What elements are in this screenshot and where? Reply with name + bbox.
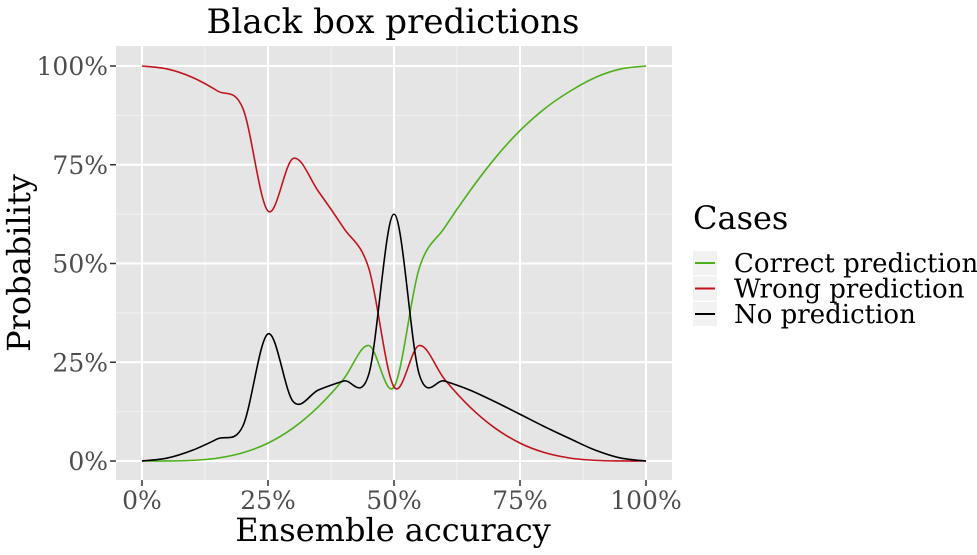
series-lines (141, 65, 647, 462)
legend-label: Wrong prediction (734, 275, 965, 305)
y-axis-title: Probability (0, 174, 38, 352)
x-tick-label: 25% (240, 486, 296, 515)
y-tick-labels: 0% 25% 50% 75% 100% (37, 52, 108, 476)
legend-label: Correct prediction (734, 249, 977, 279)
x-tick-label: 100% (610, 486, 681, 515)
legend-title: Cases (693, 199, 788, 237)
x-tick-labels: 0% 25% 50% 75% 100% (122, 486, 682, 515)
axis-ticks (110, 65, 647, 486)
series-line-wrong-prediction (141, 65, 647, 462)
y-tick-label: 100% (37, 52, 108, 81)
y-tick-label: 50% (52, 250, 108, 279)
series-line-correct-prediction (141, 65, 647, 462)
x-axis-title: Ensemble accuracy (235, 511, 550, 549)
x-tick-label: 75% (492, 486, 548, 515)
y-tick-label: 75% (52, 151, 108, 180)
series-line-no-prediction (141, 213, 647, 462)
legend-label: No prediction (734, 300, 916, 330)
x-tick-label: 0% (122, 486, 162, 515)
y-tick-label: 25% (52, 348, 108, 377)
x-tick-label: 50% (366, 486, 422, 515)
y-tick-label: 0% (68, 447, 108, 476)
chart-title: Black box predictions (207, 2, 580, 42)
grid-major (116, 46, 672, 480)
